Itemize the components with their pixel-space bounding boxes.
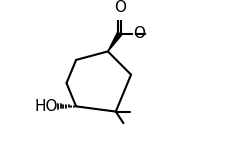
Text: O: O (133, 26, 145, 41)
Polygon shape (108, 32, 122, 51)
Text: O: O (114, 0, 126, 15)
Text: HO: HO (34, 99, 58, 114)
